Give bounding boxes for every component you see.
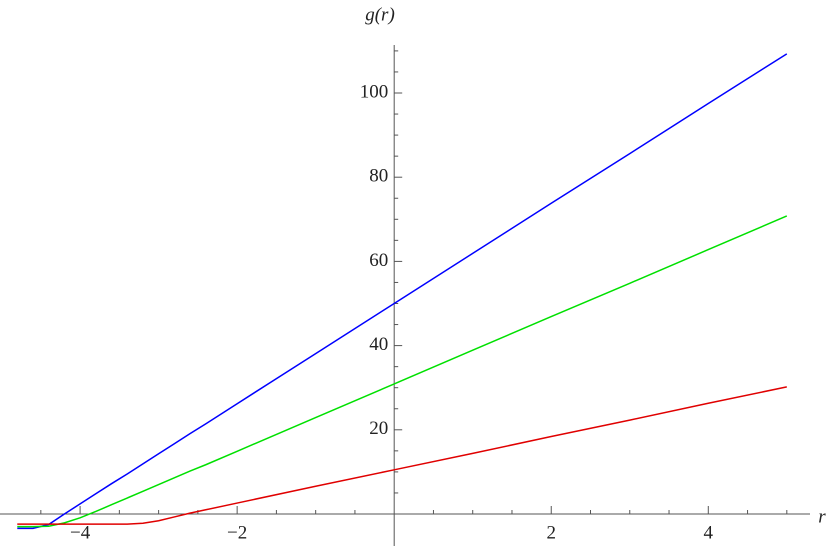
y-axis-label: g(r) <box>365 4 395 25</box>
series-line <box>17 215 788 528</box>
series-line <box>17 53 788 530</box>
x-tick-label: 2 <box>546 522 556 543</box>
x-axis-label: r <box>818 506 826 527</box>
x-tick-label: −4 <box>70 522 91 543</box>
y-tick-label: 80 <box>369 166 388 187</box>
y-tick-label: 60 <box>369 250 388 271</box>
series-line <box>17 386 787 525</box>
y-tick-label: 100 <box>360 81 389 102</box>
x-tick-label: 4 <box>704 522 714 543</box>
x-tick-label: −2 <box>227 522 247 543</box>
y-tick-label: 20 <box>369 418 388 439</box>
y-tick-label: 40 <box>369 334 388 355</box>
